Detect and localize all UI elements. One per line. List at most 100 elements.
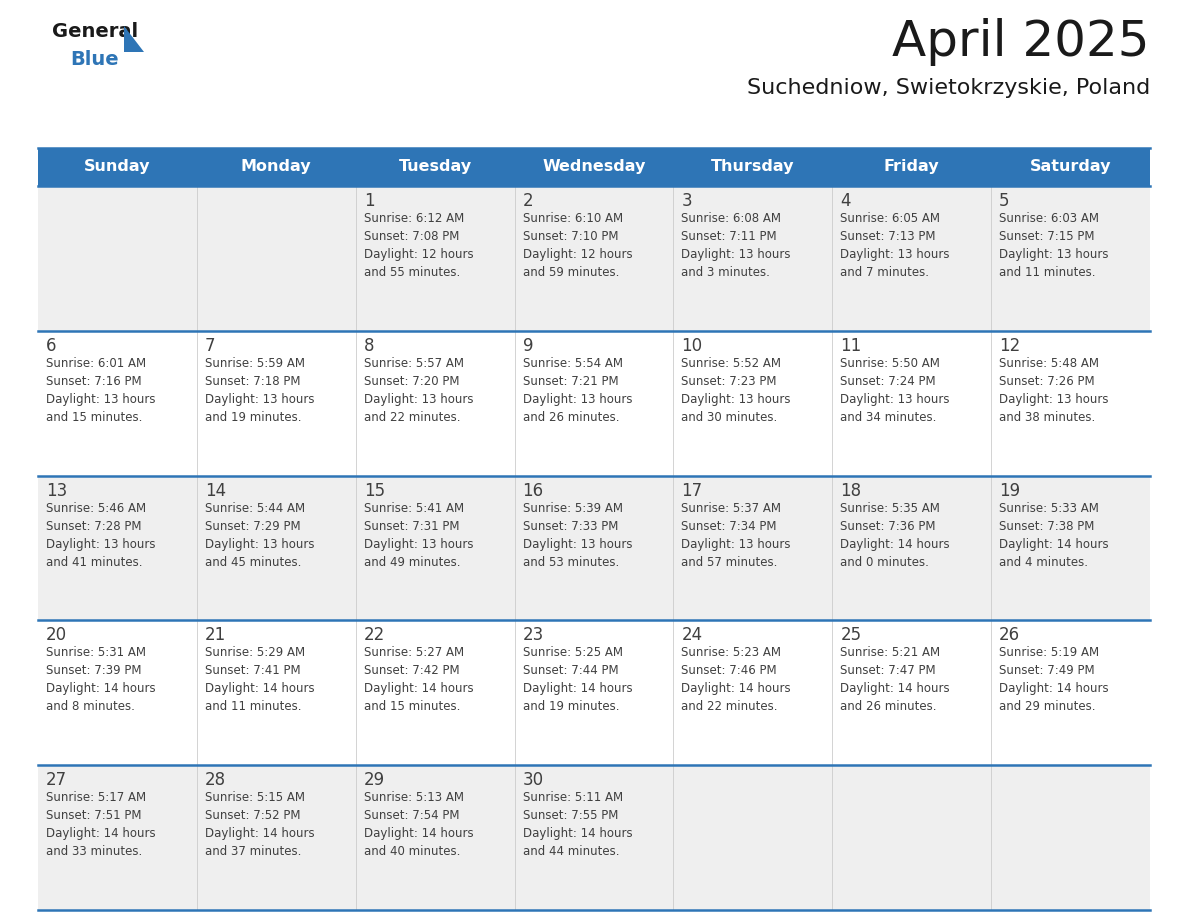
Text: Sunday: Sunday — [84, 160, 151, 174]
Bar — [991, 476, 1150, 621]
Text: 19: 19 — [999, 482, 1020, 499]
Text: Thursday: Thursday — [712, 160, 795, 174]
Text: Sunrise: 5:27 AM
Sunset: 7:42 PM
Daylight: 14 hours
and 15 minutes.: Sunrise: 5:27 AM Sunset: 7:42 PM Dayligh… — [364, 646, 473, 713]
Text: 12: 12 — [999, 337, 1020, 354]
Text: Sunrise: 5:50 AM
Sunset: 7:24 PM
Daylight: 13 hours
and 34 minutes.: Sunrise: 5:50 AM Sunset: 7:24 PM Dayligh… — [840, 357, 949, 424]
Text: 25: 25 — [840, 626, 861, 644]
Text: Sunrise: 5:52 AM
Sunset: 7:23 PM
Daylight: 13 hours
and 30 minutes.: Sunrise: 5:52 AM Sunset: 7:23 PM Dayligh… — [682, 357, 791, 424]
Bar — [38, 476, 197, 621]
Text: Suchedniow, Swietokrzyskie, Poland: Suchedniow, Swietokrzyskie, Poland — [747, 78, 1150, 98]
Bar — [991, 621, 1150, 766]
Text: 14: 14 — [204, 482, 226, 499]
Bar — [197, 330, 355, 476]
Text: Sunrise: 5:57 AM
Sunset: 7:20 PM
Daylight: 13 hours
and 22 minutes.: Sunrise: 5:57 AM Sunset: 7:20 PM Dayligh… — [364, 357, 473, 424]
Text: 1: 1 — [364, 192, 374, 210]
Text: Tuesday: Tuesday — [399, 160, 472, 174]
Bar — [197, 766, 355, 910]
Text: 22: 22 — [364, 626, 385, 644]
Bar — [991, 766, 1150, 910]
Text: Sunrise: 5:46 AM
Sunset: 7:28 PM
Daylight: 13 hours
and 41 minutes.: Sunrise: 5:46 AM Sunset: 7:28 PM Dayligh… — [46, 501, 156, 568]
Text: Saturday: Saturday — [1030, 160, 1111, 174]
Text: Sunrise: 5:31 AM
Sunset: 7:39 PM
Daylight: 14 hours
and 8 minutes.: Sunrise: 5:31 AM Sunset: 7:39 PM Dayligh… — [46, 646, 156, 713]
Bar — [38, 330, 197, 476]
Bar — [38, 621, 197, 766]
Bar — [833, 330, 991, 476]
Bar — [355, 766, 514, 910]
Bar — [197, 621, 355, 766]
Bar — [674, 476, 833, 621]
Text: Sunrise: 5:44 AM
Sunset: 7:29 PM
Daylight: 13 hours
and 45 minutes.: Sunrise: 5:44 AM Sunset: 7:29 PM Dayligh… — [204, 501, 315, 568]
Text: Sunrise: 5:37 AM
Sunset: 7:34 PM
Daylight: 13 hours
and 57 minutes.: Sunrise: 5:37 AM Sunset: 7:34 PM Dayligh… — [682, 501, 791, 568]
Text: 13: 13 — [46, 482, 68, 499]
Text: Sunrise: 6:08 AM
Sunset: 7:11 PM
Daylight: 13 hours
and 3 minutes.: Sunrise: 6:08 AM Sunset: 7:11 PM Dayligh… — [682, 212, 791, 279]
Text: Wednesday: Wednesday — [542, 160, 646, 174]
Bar — [833, 766, 991, 910]
Text: Sunrise: 5:23 AM
Sunset: 7:46 PM
Daylight: 14 hours
and 22 minutes.: Sunrise: 5:23 AM Sunset: 7:46 PM Dayligh… — [682, 646, 791, 713]
Bar — [197, 186, 355, 330]
Text: 16: 16 — [523, 482, 544, 499]
Text: Sunrise: 5:21 AM
Sunset: 7:47 PM
Daylight: 14 hours
and 26 minutes.: Sunrise: 5:21 AM Sunset: 7:47 PM Dayligh… — [840, 646, 950, 713]
Text: Sunrise: 5:41 AM
Sunset: 7:31 PM
Daylight: 13 hours
and 49 minutes.: Sunrise: 5:41 AM Sunset: 7:31 PM Dayligh… — [364, 501, 473, 568]
Bar — [355, 476, 514, 621]
Text: Sunrise: 5:59 AM
Sunset: 7:18 PM
Daylight: 13 hours
and 19 minutes.: Sunrise: 5:59 AM Sunset: 7:18 PM Dayligh… — [204, 357, 315, 424]
Text: 10: 10 — [682, 337, 702, 354]
Text: 26: 26 — [999, 626, 1020, 644]
Text: 17: 17 — [682, 482, 702, 499]
Text: Sunrise: 5:54 AM
Sunset: 7:21 PM
Daylight: 13 hours
and 26 minutes.: Sunrise: 5:54 AM Sunset: 7:21 PM Dayligh… — [523, 357, 632, 424]
Text: 2: 2 — [523, 192, 533, 210]
Bar — [38, 766, 197, 910]
Bar — [514, 476, 674, 621]
Text: Sunrise: 6:03 AM
Sunset: 7:15 PM
Daylight: 13 hours
and 11 minutes.: Sunrise: 6:03 AM Sunset: 7:15 PM Dayligh… — [999, 212, 1108, 279]
Bar — [514, 621, 674, 766]
Text: Sunrise: 5:11 AM
Sunset: 7:55 PM
Daylight: 14 hours
and 44 minutes.: Sunrise: 5:11 AM Sunset: 7:55 PM Dayligh… — [523, 791, 632, 858]
Text: Friday: Friday — [884, 160, 940, 174]
Text: 8: 8 — [364, 337, 374, 354]
Text: Sunrise: 5:19 AM
Sunset: 7:49 PM
Daylight: 14 hours
and 29 minutes.: Sunrise: 5:19 AM Sunset: 7:49 PM Dayligh… — [999, 646, 1108, 713]
Text: Sunrise: 6:01 AM
Sunset: 7:16 PM
Daylight: 13 hours
and 15 minutes.: Sunrise: 6:01 AM Sunset: 7:16 PM Dayligh… — [46, 357, 156, 424]
Text: 3: 3 — [682, 192, 693, 210]
Text: Sunrise: 6:10 AM
Sunset: 7:10 PM
Daylight: 12 hours
and 59 minutes.: Sunrise: 6:10 AM Sunset: 7:10 PM Dayligh… — [523, 212, 632, 279]
Text: 15: 15 — [364, 482, 385, 499]
Text: 28: 28 — [204, 771, 226, 789]
Text: April 2025: April 2025 — [892, 18, 1150, 66]
Text: 4: 4 — [840, 192, 851, 210]
Text: General: General — [52, 22, 138, 41]
Bar — [674, 621, 833, 766]
Text: 24: 24 — [682, 626, 702, 644]
Text: Sunrise: 5:39 AM
Sunset: 7:33 PM
Daylight: 13 hours
and 53 minutes.: Sunrise: 5:39 AM Sunset: 7:33 PM Dayligh… — [523, 501, 632, 568]
Text: 11: 11 — [840, 337, 861, 354]
Text: Sunrise: 5:48 AM
Sunset: 7:26 PM
Daylight: 13 hours
and 38 minutes.: Sunrise: 5:48 AM Sunset: 7:26 PM Dayligh… — [999, 357, 1108, 424]
Text: 29: 29 — [364, 771, 385, 789]
Bar — [674, 186, 833, 330]
Bar — [514, 186, 674, 330]
Bar — [833, 621, 991, 766]
Text: Sunrise: 5:13 AM
Sunset: 7:54 PM
Daylight: 14 hours
and 40 minutes.: Sunrise: 5:13 AM Sunset: 7:54 PM Dayligh… — [364, 791, 473, 858]
Text: Sunrise: 5:35 AM
Sunset: 7:36 PM
Daylight: 14 hours
and 0 minutes.: Sunrise: 5:35 AM Sunset: 7:36 PM Dayligh… — [840, 501, 950, 568]
Bar — [514, 330, 674, 476]
Text: 27: 27 — [46, 771, 68, 789]
Bar — [197, 476, 355, 621]
Text: Sunrise: 5:29 AM
Sunset: 7:41 PM
Daylight: 14 hours
and 11 minutes.: Sunrise: 5:29 AM Sunset: 7:41 PM Dayligh… — [204, 646, 315, 713]
Bar — [355, 186, 514, 330]
Bar — [991, 186, 1150, 330]
Bar — [833, 186, 991, 330]
Text: 5: 5 — [999, 192, 1010, 210]
Text: 20: 20 — [46, 626, 68, 644]
Bar — [355, 330, 514, 476]
Bar — [833, 476, 991, 621]
Bar — [674, 330, 833, 476]
Text: 30: 30 — [523, 771, 544, 789]
Bar — [355, 621, 514, 766]
Bar — [991, 330, 1150, 476]
Text: Sunrise: 6:05 AM
Sunset: 7:13 PM
Daylight: 13 hours
and 7 minutes.: Sunrise: 6:05 AM Sunset: 7:13 PM Dayligh… — [840, 212, 949, 279]
Text: 6: 6 — [46, 337, 57, 354]
Text: Sunrise: 6:12 AM
Sunset: 7:08 PM
Daylight: 12 hours
and 55 minutes.: Sunrise: 6:12 AM Sunset: 7:08 PM Dayligh… — [364, 212, 473, 279]
Text: Blue: Blue — [70, 50, 119, 69]
Text: Sunrise: 5:17 AM
Sunset: 7:51 PM
Daylight: 14 hours
and 33 minutes.: Sunrise: 5:17 AM Sunset: 7:51 PM Dayligh… — [46, 791, 156, 858]
Bar — [674, 766, 833, 910]
Text: Monday: Monday — [241, 160, 311, 174]
Text: Sunrise: 5:25 AM
Sunset: 7:44 PM
Daylight: 14 hours
and 19 minutes.: Sunrise: 5:25 AM Sunset: 7:44 PM Dayligh… — [523, 646, 632, 713]
Bar — [38, 186, 197, 330]
Bar — [514, 766, 674, 910]
Text: 21: 21 — [204, 626, 226, 644]
